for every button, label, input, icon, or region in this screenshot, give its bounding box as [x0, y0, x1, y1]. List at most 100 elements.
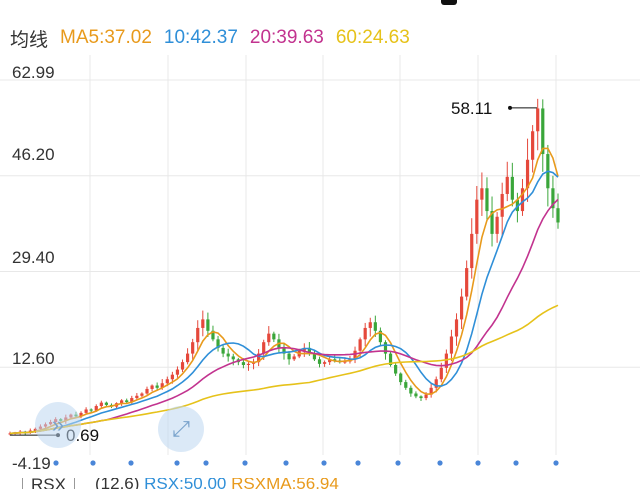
legend-ma5: MA5:37.02 — [60, 27, 152, 48]
candle-body — [333, 359, 337, 361]
candle-body — [536, 108, 540, 132]
candle-body — [505, 176, 509, 194]
legend-ma60: 60:24.63 — [335, 27, 410, 48]
candle-body — [459, 296, 464, 320]
candle-body — [84, 409, 88, 413]
candle-body — [155, 385, 159, 388]
rsx-button[interactable]: RSX — [22, 478, 75, 489]
candle-body — [444, 353, 448, 368]
y-label-4: 12.60 — [12, 349, 55, 368]
candle-body — [79, 412, 83, 417]
candle-body — [180, 362, 185, 370]
time-dots — [53, 460, 559, 466]
candle-body — [226, 353, 230, 357]
candle-body — [495, 216, 499, 234]
candle-body — [373, 322, 377, 331]
candle-body — [292, 356, 296, 360]
candle-body — [404, 382, 408, 388]
ma5-line — [9, 147, 559, 435]
indicator-values: (12,6) RSX:50.00 RSXMA:56.94 — [95, 478, 339, 489]
candle-body — [328, 359, 332, 363]
candle-body — [175, 369, 180, 375]
rsx-params: (12,6) — [95, 478, 140, 489]
candle-body — [185, 353, 190, 363]
candle-body — [429, 387, 433, 395]
candle-body — [170, 374, 174, 380]
legend-title[interactable]: 均线 — [10, 29, 49, 51]
high-price-label: 58.11 — [451, 99, 492, 118]
candle-body — [409, 387, 413, 394]
ma-legend: 均线 MA5:37.02 10:42.37 20:39.63 60:24.63 — [10, 26, 422, 51]
candle-body — [206, 319, 210, 331]
candle-body — [490, 211, 494, 234]
candle-body — [353, 350, 357, 360]
candle-body — [531, 131, 535, 160]
candle-body — [140, 393, 144, 396]
candle-body — [500, 193, 504, 217]
candle-body — [449, 336, 454, 354]
rsx-value: RSX:50.00 — [144, 478, 227, 489]
candle-body — [520, 188, 525, 212]
candle-body — [135, 395, 139, 399]
candle-body — [246, 363, 251, 365]
time-dot — [90, 460, 96, 466]
candle-body — [287, 353, 291, 360]
candle-body — [510, 176, 514, 200]
candle-body — [94, 406, 98, 411]
candle-body — [358, 339, 362, 351]
time-dot — [553, 460, 559, 466]
kline-chart[interactable]: 58.110.69 — [0, 55, 640, 467]
expand-icon[interactable]: ⤢ — [158, 406, 204, 452]
time-dot — [128, 460, 134, 466]
candle-body — [262, 342, 266, 354]
candle-body — [465, 268, 469, 297]
candle-body — [388, 353, 393, 365]
candle-body — [272, 333, 276, 340]
candle-body — [434, 379, 438, 388]
chart-grid — [0, 55, 640, 455]
candle-body — [525, 159, 530, 189]
candle-body — [317, 359, 322, 364]
candle-body — [130, 398, 134, 403]
indicator-bar: RSX (12,6) RSX:50.00 RSXMA:56.94 — [0, 478, 640, 489]
time-dot — [283, 460, 289, 466]
y-label-2: 46.20 — [12, 145, 55, 164]
candle-body — [399, 373, 403, 383]
time-dot — [475, 460, 481, 466]
candle-body — [368, 322, 372, 328]
candle-body — [241, 362, 246, 365]
candle-body — [216, 339, 220, 348]
candle-body — [89, 409, 93, 411]
legend-ma20: 20:39.63 — [249, 27, 324, 48]
candle-body — [257, 353, 261, 363]
time-dot — [437, 460, 443, 466]
candle-body — [485, 188, 489, 212]
legend-ma10: 10:42.37 — [163, 27, 238, 48]
candle-body — [201, 319, 205, 328]
candle-body — [231, 356, 235, 360]
time-dot — [355, 460, 361, 466]
candle-body — [145, 388, 149, 394]
candle-body — [343, 361, 347, 363]
time-dot — [203, 460, 209, 466]
y-label-1: 62.99 — [12, 63, 55, 82]
fast-forward-icon[interactable]: » — [35, 402, 81, 448]
candle-body — [282, 347, 286, 354]
time-dot — [174, 460, 180, 466]
y-label-3: 29.40 — [12, 248, 55, 267]
candle-body — [470, 233, 474, 269]
candle-body — [120, 400, 124, 404]
candle-body — [125, 400, 129, 403]
rsxma-value: RSXMA:56.94 — [231, 478, 339, 489]
candle-body — [541, 108, 545, 155]
ma-lines — [9, 147, 559, 435]
candle-body — [8, 433, 12, 435]
candle-body — [191, 342, 195, 354]
top-status-notch — [441, 0, 457, 5]
candle-body — [383, 342, 388, 354]
candle-body — [515, 199, 520, 212]
candle-body — [414, 393, 418, 397]
candle-body — [160, 383, 164, 388]
candle-body — [394, 364, 398, 374]
candle-body — [150, 385, 154, 389]
